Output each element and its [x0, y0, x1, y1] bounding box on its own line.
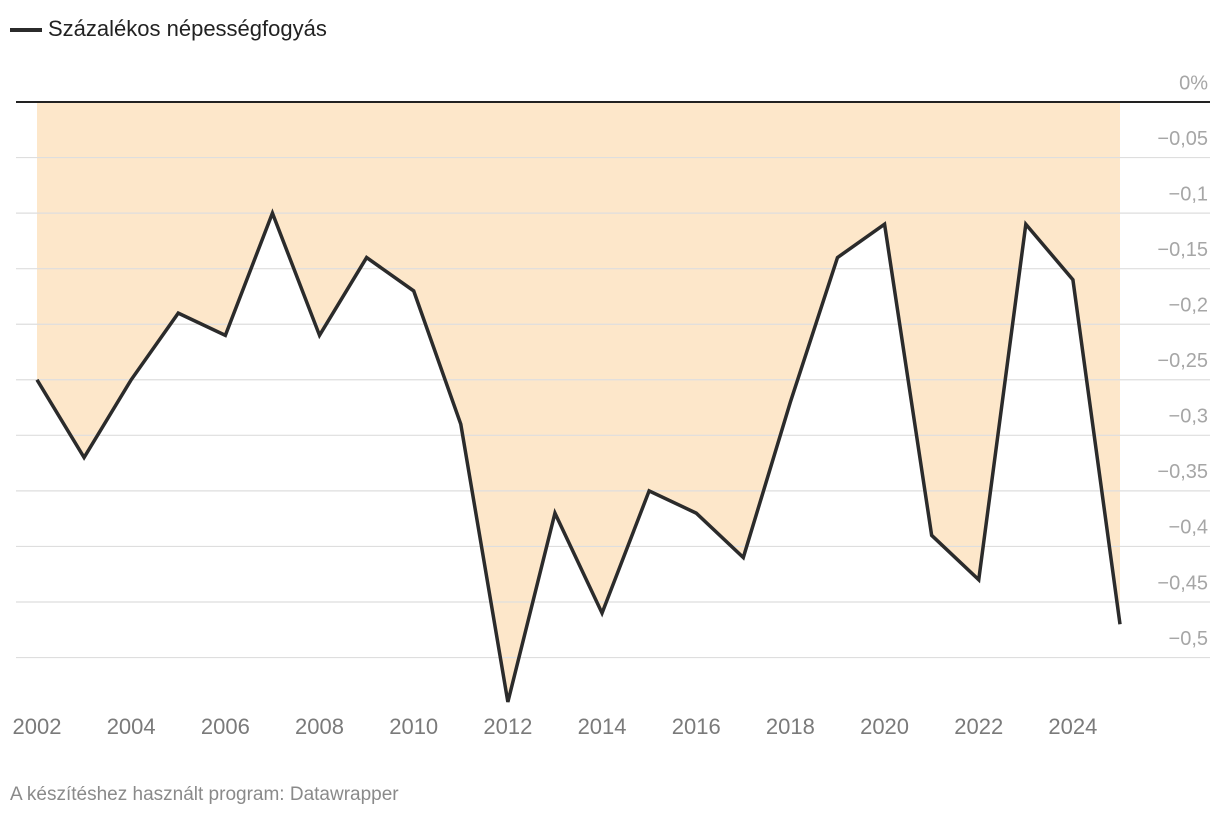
x-tick-label: 2008 [295, 714, 344, 739]
x-tick-label: 2014 [578, 714, 627, 739]
x-tick-label: 2012 [483, 714, 532, 739]
y-tick-label: −0,05 [1157, 128, 1208, 150]
y-tick-label: −0,15 [1157, 239, 1208, 261]
y-tick-label: −0,3 [1169, 406, 1208, 428]
x-tick-label: 2022 [954, 714, 1003, 739]
x-tick-label: 2018 [766, 714, 815, 739]
y-tick-label: −0,2 [1169, 295, 1208, 317]
x-tick-label: 2016 [672, 714, 721, 739]
x-tick-label: 2006 [201, 714, 250, 739]
footer: A készítéshez használt program: Datawrap… [10, 784, 399, 805]
x-tick-label: 2004 [107, 714, 156, 739]
y-tick-label: 0% [1179, 72, 1208, 94]
y-tick-label: −0,45 [1157, 572, 1208, 594]
y-tick-label: −0,5 [1169, 628, 1208, 650]
y-tick-label: −0,35 [1157, 461, 1208, 483]
area [37, 102, 1120, 702]
x-tick-label: 2024 [1048, 714, 1097, 739]
x-tick-label: 2010 [389, 714, 438, 739]
legend-label: Százalékos népességfogyás [48, 16, 327, 41]
y-tick-label: −0,4 [1169, 517, 1208, 539]
line [35, 208, 1122, 703]
y-tick-label: −0,25 [1157, 350, 1208, 372]
y-tick-label: −0,1 [1169, 183, 1208, 205]
x-tick-label: 2020 [860, 714, 909, 739]
x-tick-label: 2002 [13, 714, 62, 739]
